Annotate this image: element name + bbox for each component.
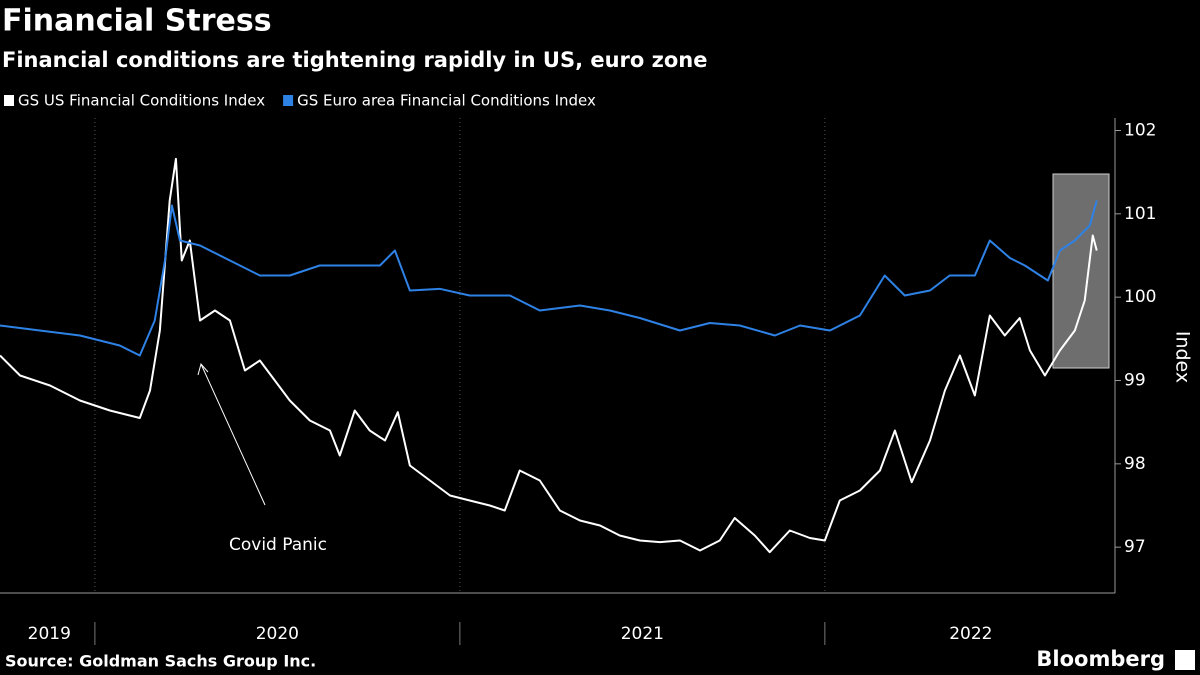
annotation-arrowhead	[197, 362, 209, 376]
chart-subtitle: Financial conditions are tightening rapi…	[2, 48, 708, 72]
legend-label: GS Euro area Financial Conditions Index	[297, 92, 596, 110]
annotation: Covid Panic	[229, 535, 327, 555]
source: Source: Goldman Sachs Group Inc.	[5, 652, 316, 671]
y-tick-label: 97	[1124, 537, 1146, 557]
y-tick-label: 100	[1124, 287, 1156, 307]
x-tick-label: 2020	[256, 624, 299, 644]
legend-swatch	[4, 95, 14, 106]
series-line	[0, 200, 1098, 357]
y-tick-label: 102	[1124, 121, 1156, 141]
brand-icon	[1175, 650, 1195, 670]
y-tick-label: 101	[1124, 204, 1156, 224]
y-tick-label: 98	[1124, 454, 1146, 474]
highlight-box	[1052, 173, 1110, 369]
brand: Bloomberg	[1036, 647, 1165, 671]
x-tick-label: 2021	[621, 624, 664, 644]
x-tick-label: 2019	[28, 624, 71, 644]
annotation-arrow	[200, 363, 266, 506]
legend: GS US Financial Conditions Index GS Euro …	[4, 92, 596, 110]
x-tick-label: 2022	[949, 624, 992, 644]
chart-title: Financial Stress	[2, 4, 272, 39]
y-tick-label: 99	[1124, 371, 1146, 391]
legend-label: GS US Financial Conditions Index	[18, 92, 265, 110]
legend-swatch	[283, 95, 294, 106]
y-axis-label: Index	[1172, 331, 1194, 383]
series-line	[0, 157, 1098, 554]
